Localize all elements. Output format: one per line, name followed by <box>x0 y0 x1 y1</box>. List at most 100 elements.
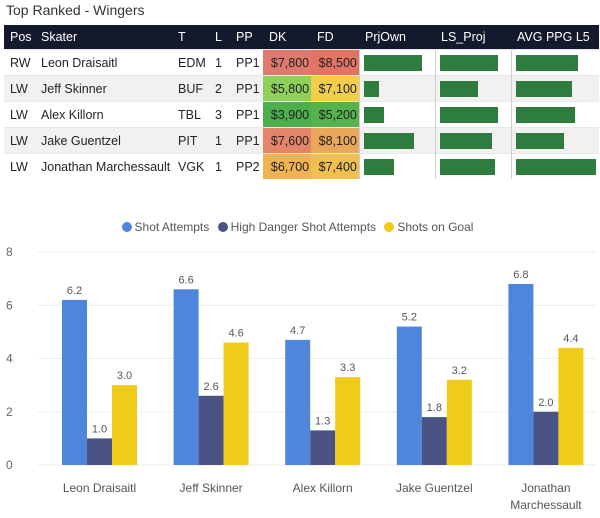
avg-ppg-bar <box>515 55 578 71</box>
cell-avg-ppg <box>510 49 599 76</box>
chart-bar[interactable] <box>558 347 584 465</box>
cell-prjown <box>358 101 435 128</box>
column-header-line[interactable]: L <box>209 25 230 50</box>
legend-label: Shot Attempts <box>134 220 210 234</box>
data-label: 6.6 <box>178 274 193 286</box>
prjown-bar <box>363 81 379 97</box>
data-label: 1.8 <box>427 402 442 414</box>
cell-pos: LW <box>4 127 35 154</box>
cell-team: EDM <box>172 49 209 76</box>
chart-legend: Shot Attempts High Danger Shot Attempts … <box>0 220 600 234</box>
chart-bar[interactable] <box>223 342 249 465</box>
cell-pp: PP1 <box>230 101 263 128</box>
avg-ppg-bar <box>515 107 575 123</box>
y-tick-label: 6 <box>6 298 13 312</box>
cell-fd-salary: $5,200 <box>311 101 359 128</box>
table-header-row: Pos Skater T L PP DK FD PrjOwn LS_Proj A… <box>4 25 599 50</box>
table-row[interactable]: LW Alex Killorn TBL 3 PP1 $3,900 $5,200 <box>4 101 599 128</box>
x-category-label: Leon Draisaitl <box>63 481 136 495</box>
cell-dk-salary: $6,700 <box>263 153 311 179</box>
avg-ppg-bar <box>515 81 572 97</box>
chart-bar[interactable] <box>87 438 112 465</box>
chart-bar[interactable] <box>198 395 224 465</box>
chart-bar[interactable] <box>533 411 559 465</box>
data-label: 3.3 <box>340 362 355 374</box>
chart-bar[interactable] <box>310 430 336 465</box>
chart-bar[interactable] <box>285 339 311 465</box>
table-row[interactable]: LW Jake Guentzel PIT 1 PP1 $7,600 $8,100 <box>4 127 599 154</box>
cell-fd-salary: $8,500 <box>311 49 359 76</box>
cell-pos: LW <box>4 101 35 128</box>
cell-fd-salary: $7,100 <box>311 75 359 102</box>
legend-dot-icon <box>217 222 228 232</box>
report-title: Top Ranked - Wingers <box>6 2 145 18</box>
column-header-avg-ppg[interactable]: AVG PPG L5 <box>511 25 599 50</box>
cell-pp: PP2 <box>230 153 263 179</box>
data-label: 5.2 <box>402 312 417 324</box>
cell-prjown <box>358 49 435 76</box>
legend-label: High Danger Shot Attempts <box>230 220 377 234</box>
column-header-ls-proj[interactable]: LS_Proj <box>435 25 511 50</box>
column-header-fd[interactable]: FD <box>311 25 359 50</box>
cell-line: 1 <box>209 153 230 179</box>
chart-bar[interactable] <box>396 326 422 465</box>
data-label: 4.6 <box>228 328 243 340</box>
cell-dk-salary: $7,800 <box>263 49 311 76</box>
legend-item-shots-on-goal[interactable]: Shots on Goal <box>384 220 473 234</box>
avg-ppg-bar <box>515 133 564 149</box>
cell-ls-proj <box>434 49 511 76</box>
y-tick-label: 8 <box>6 245 13 259</box>
ls-proj-bar <box>439 107 498 123</box>
chart-bar[interactable] <box>173 289 199 465</box>
table-row[interactable]: RW Leon Draisaitl EDM 1 PP1 $7,800 $8,50… <box>4 49 599 76</box>
y-tick-label: 4 <box>6 352 13 366</box>
table-row[interactable]: LW Jeff Skinner BUF 2 PP1 $5,800 $7,100 <box>4 75 599 102</box>
data-label: 6.2 <box>67 285 82 297</box>
data-label: 3.0 <box>117 370 132 382</box>
cell-dk-salary: $5,800 <box>263 75 311 102</box>
column-header-dk[interactable]: DK <box>263 25 311 50</box>
cell-pp: PP1 <box>230 75 263 102</box>
shots-bar-chart: 0 2 4 6 8 6.2 1.0 3.0 Leon Draisaitl 6.6 2.6 4.6 Jef… <box>6 245 596 512</box>
column-header-pos[interactable]: Pos <box>4 25 35 50</box>
chart-bar[interactable] <box>335 377 361 465</box>
column-header-prjown[interactable]: PrjOwn <box>359 25 435 50</box>
legend-dot-icon <box>121 222 132 232</box>
legend-item-shot-attempts[interactable]: Shot Attempts <box>121 220 210 234</box>
cell-skater: Leon Draisaitl <box>35 49 172 76</box>
cell-fd-salary: $8,100 <box>311 127 359 154</box>
chart-bar[interactable] <box>112 385 137 465</box>
table-row[interactable]: LW Jonathan Marchessault VGK 1 PP2 $6,70… <box>4 153 599 179</box>
cell-team: BUF <box>172 75 209 102</box>
chart-bar[interactable] <box>508 283 534 465</box>
x-category-label: Jake Guentzel <box>396 481 473 495</box>
avg-ppg-bar <box>515 159 596 175</box>
y-tick-label: 2 <box>6 405 13 419</box>
legend-dot-icon <box>384 222 395 232</box>
column-header-team[interactable]: T <box>172 25 209 50</box>
cell-team: VGK <box>172 153 209 179</box>
cell-ls-proj <box>434 127 511 154</box>
chart-bar[interactable] <box>421 417 447 465</box>
x-category-label: Alex Killorn <box>293 481 353 495</box>
cell-team: PIT <box>172 127 209 154</box>
cell-avg-ppg <box>510 127 599 154</box>
data-label: 1.0 <box>92 423 107 435</box>
column-header-skater[interactable]: Skater <box>35 25 172 50</box>
prjown-bar <box>363 133 414 149</box>
cell-ls-proj <box>434 75 511 102</box>
column-header-pp[interactable]: PP <box>230 25 263 50</box>
cell-ls-proj <box>434 153 511 179</box>
cell-prjown <box>358 75 435 102</box>
cell-prjown <box>358 127 435 154</box>
cell-ls-proj <box>434 101 511 128</box>
x-category-label: Jeff Skinner <box>180 481 243 495</box>
data-label: 3.2 <box>452 365 467 377</box>
data-label: 2.6 <box>203 381 218 393</box>
cell-dk-salary: $7,600 <box>263 127 311 154</box>
chart-bar[interactable] <box>62 299 87 465</box>
cell-skater: Jonathan Marchessault <box>35 153 172 179</box>
chart-bar[interactable] <box>446 379 472 465</box>
data-label: 1.3 <box>315 415 330 427</box>
legend-item-high-danger[interactable]: High Danger Shot Attempts <box>217 220 377 234</box>
